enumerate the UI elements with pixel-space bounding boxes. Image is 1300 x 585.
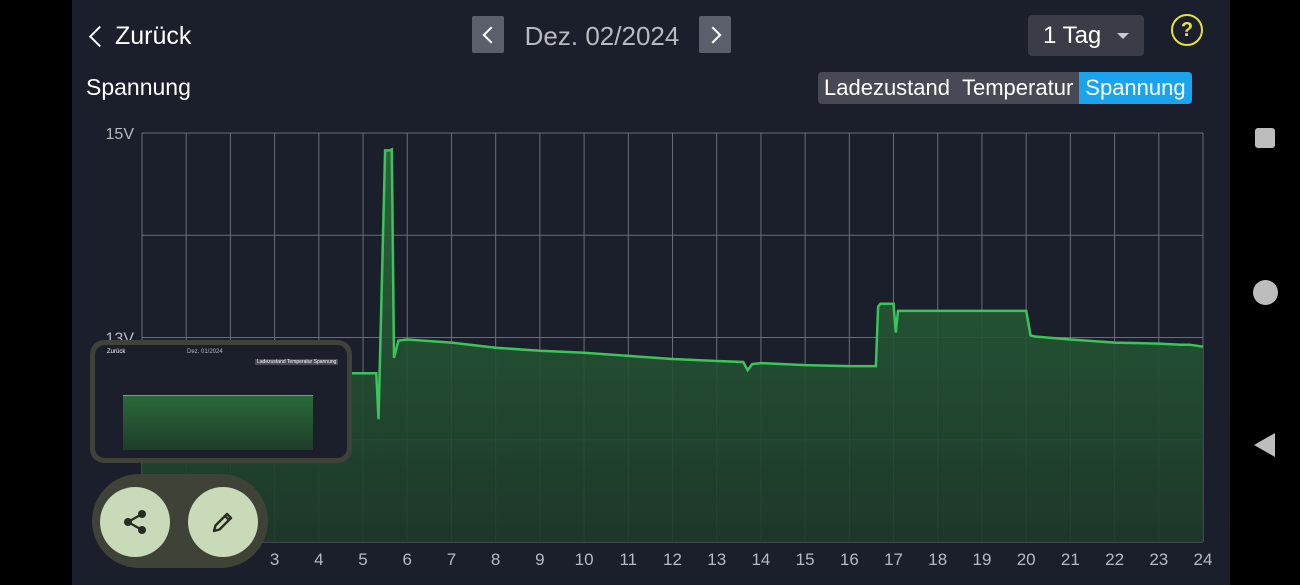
- x-tick-label: 20: [1017, 550, 1036, 569]
- x-tick-label: 19: [972, 550, 991, 569]
- range-value: 1 Tag: [1043, 21, 1102, 49]
- next-date-button[interactable]: [699, 16, 731, 53]
- x-tick-label: 3: [270, 550, 279, 569]
- x-tick-label: 7: [447, 550, 456, 569]
- x-tick-label: 23: [1149, 550, 1168, 569]
- section-title: Spannung: [86, 74, 191, 100]
- help-icon[interactable]: ?: [1171, 14, 1203, 46]
- thumbnail-screen: Zurück Dez. 01/2024 Ladezustand Temperat…: [95, 345, 347, 458]
- x-tick-label: 21: [1061, 550, 1080, 569]
- edit-button[interactable]: [188, 487, 258, 557]
- app-window: Zurück Dez. 02/2024 1 Tag ? Spannung Lad…: [72, 0, 1230, 585]
- x-tick-label: 24: [1194, 550, 1213, 569]
- caret-down-icon: [1117, 33, 1129, 39]
- share-button[interactable]: [100, 487, 170, 557]
- thumbnail-chart: [123, 395, 313, 450]
- range-dropdown[interactable]: 1 Tag: [1028, 15, 1144, 56]
- recents-icon[interactable]: [1255, 128, 1275, 148]
- x-tick-label: 8: [491, 550, 500, 569]
- thumbnail-back-label: Zurück: [107, 349, 126, 355]
- x-tick-label: 14: [751, 550, 770, 569]
- metric-tabs: Ladezustand Temperatur Spannung: [818, 72, 1192, 104]
- x-tick-label: 13: [707, 550, 726, 569]
- x-tick-label: 6: [403, 550, 412, 569]
- x-tick-label: 17: [884, 550, 903, 569]
- x-tick-label: 9: [535, 550, 544, 569]
- back-button[interactable]: Zurück: [86, 18, 191, 54]
- screenshot-thumbnail[interactable]: Zurück Dez. 01/2024 Ladezustand Temperat…: [90, 340, 352, 463]
- x-tick-label: 10: [575, 550, 594, 569]
- x-tick-label: 4: [314, 550, 323, 569]
- chevron-left-icon: [482, 26, 499, 43]
- x-tick-label: 22: [1105, 550, 1124, 569]
- date-label: Dez. 02/2024: [524, 21, 680, 51]
- y-tick-label: 15V: [106, 126, 135, 143]
- tab-temperatur[interactable]: Temperatur: [962, 75, 1074, 100]
- x-tick-label: 16: [840, 550, 859, 569]
- voltage-area: [142, 149, 1203, 542]
- pencil-icon: [212, 512, 233, 533]
- x-tick-label: 18: [928, 550, 947, 569]
- x-axis-labels: 3 4 5 6 7 8 9 10 11 12 13 14 15 16 17 18 19 20 21 22 23 24: [270, 550, 1213, 569]
- back-label: Zurück: [115, 21, 192, 50]
- x-tick-label: 15: [796, 550, 815, 569]
- voltage-chart: 15V13V12V 345678910111213141516171819202…: [106, 126, 1213, 569]
- thumbnail-date: Dez. 01/2024: [187, 349, 223, 355]
- thumbnail-tabs: Ladezustand Temperatur Spannung: [255, 359, 339, 365]
- tab-ladezustand[interactable]: Ladezustand: [824, 75, 950, 100]
- back-triangle-icon[interactable]: [1254, 433, 1275, 457]
- x-tick-label: 11: [619, 550, 637, 569]
- x-tick-label: 5: [358, 550, 367, 569]
- previous-date-button[interactable]: [472, 16, 504, 53]
- share-icon: [124, 510, 146, 534]
- x-tick-label: 12: [663, 550, 682, 569]
- chevron-right-icon: [704, 26, 721, 43]
- home-icon[interactable]: [1253, 280, 1278, 305]
- system-nav-bar: [1230, 0, 1300, 585]
- tab-spannung[interactable]: Spannung: [1079, 72, 1192, 104]
- chevron-left-icon: [88, 25, 111, 47]
